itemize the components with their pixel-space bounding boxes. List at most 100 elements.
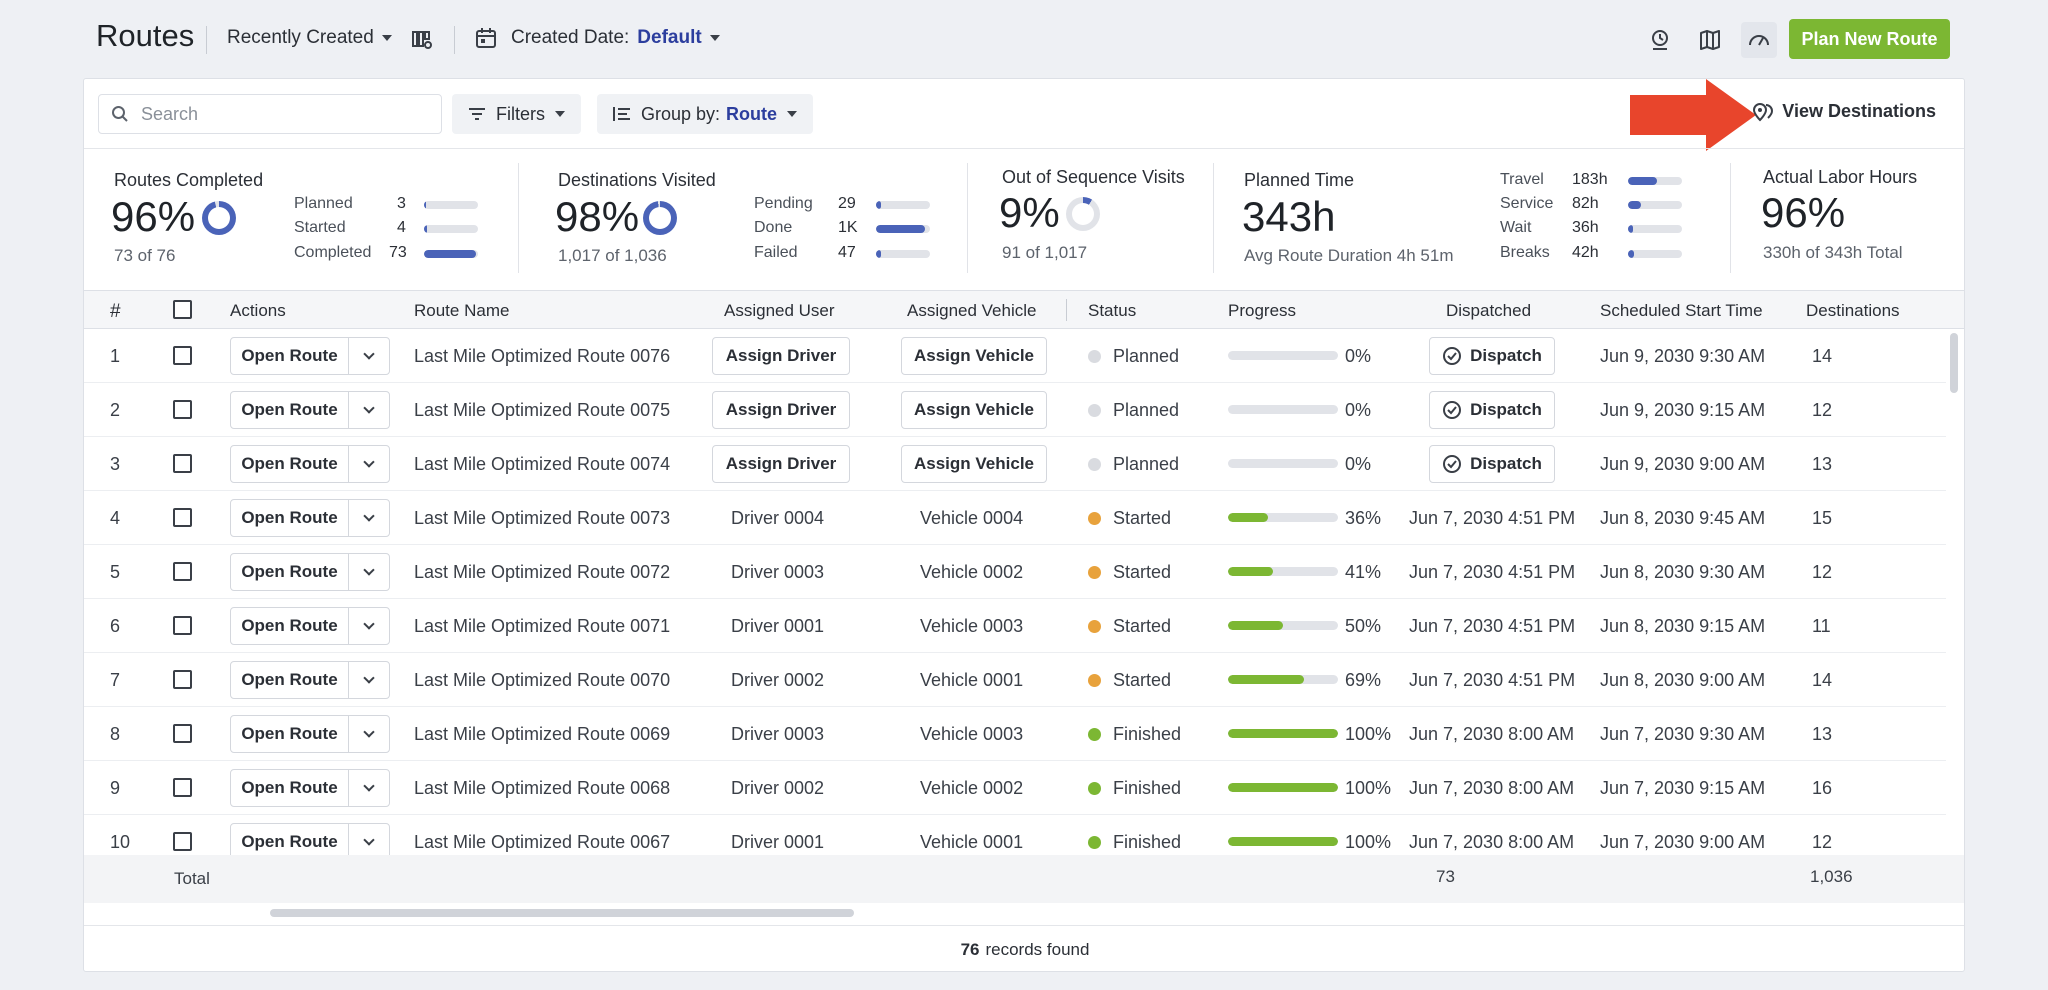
table-row[interactable]: 8 Open Route Last Mile Optimized Route 0… xyxy=(84,707,1946,761)
open-route-button[interactable]: Open Route xyxy=(231,500,349,536)
route-actions-dropdown[interactable] xyxy=(349,608,389,644)
search-input[interactable]: Search xyxy=(98,94,442,134)
route-actions-dropdown[interactable] xyxy=(349,338,389,374)
open-route-button[interactable]: Open Route xyxy=(231,554,349,590)
dispatch-button[interactable]: Dispatch xyxy=(1429,391,1555,429)
column-header-progress[interactable]: Progress xyxy=(1228,301,1297,320)
open-route-button[interactable]: Open Route xyxy=(231,662,349,698)
select-all-checkbox[interactable] xyxy=(173,300,192,319)
column-resize-handle[interactable] xyxy=(1066,299,1067,321)
table-row[interactable]: 7 Open Route Last Mile Optimized Route 0… xyxy=(84,653,1946,707)
open-route-button[interactable]: Open Route xyxy=(231,338,349,374)
route-actions-dropdown[interactable] xyxy=(349,446,389,482)
column-header-status[interactable]: Status xyxy=(1088,301,1137,320)
assign-vehicle-button[interactable]: Assign Vehicle xyxy=(901,337,1047,375)
route-name[interactable]: Last Mile Optimized Route 0075 xyxy=(414,400,671,420)
sort-dropdown[interactable]: Recently Created xyxy=(227,27,392,49)
vertical-scrollbar[interactable] xyxy=(1950,333,1958,393)
dispatched-time: Jun 7, 2030 8:00 AM xyxy=(1409,832,1575,852)
plan-new-route-button[interactable]: Plan New Route xyxy=(1789,19,1950,59)
column-settings-button[interactable] xyxy=(404,22,440,58)
open-route-button[interactable]: Open Route xyxy=(231,608,349,644)
column-header-scheduled-start[interactable]: Scheduled Start Time xyxy=(1600,301,1763,320)
progress-percent: 0% xyxy=(1345,454,1372,474)
assign-vehicle-button[interactable]: Assign Vehicle xyxy=(901,445,1047,483)
table-row[interactable]: 2 Open Route Last Mile Optimized Route 0… xyxy=(84,383,1946,437)
row-checkbox[interactable] xyxy=(173,454,192,473)
dispatch-button[interactable]: Dispatch xyxy=(1429,337,1555,375)
route-name[interactable]: Last Mile Optimized Route 0069 xyxy=(414,724,671,744)
open-route-button[interactable]: Open Route xyxy=(231,770,349,806)
date-filter-dropdown[interactable]: Created Date: Default xyxy=(475,27,720,49)
open-route-button[interactable]: Open Route xyxy=(231,824,349,860)
filters-button[interactable]: Filters xyxy=(452,94,581,134)
stat-out-of-sequence: Out of Sequence Visits 9% 91 of 1,017 xyxy=(999,149,1212,292)
total-dispatched: 73 xyxy=(1436,867,1455,886)
status-dot-icon xyxy=(1088,836,1101,849)
assign-vehicle-button[interactable]: Assign Vehicle xyxy=(901,391,1047,429)
table-row[interactable]: 5 Open Route Last Mile Optimized Route 0… xyxy=(84,545,1946,599)
stat-row-label: Service xyxy=(1500,195,1554,212)
table-row[interactable]: 3 Open Route Last Mile Optimized Route 0… xyxy=(84,437,1946,491)
route-actions-dropdown[interactable] xyxy=(349,500,389,536)
route-name[interactable]: Last Mile Optimized Route 0074 xyxy=(414,454,671,474)
map-view-button[interactable] xyxy=(1692,22,1728,58)
column-header-actions: Actions xyxy=(230,301,286,320)
route-actions-dropdown[interactable] xyxy=(349,662,389,698)
table-row[interactable]: 9 Open Route Last Mile Optimized Route 0… xyxy=(84,761,1946,815)
route-name[interactable]: Last Mile Optimized Route 0070 xyxy=(414,670,671,690)
stat-row-bar xyxy=(1628,201,1682,209)
chevron-down-icon xyxy=(363,672,375,684)
table-row[interactable]: 1 Open Route Last Mile Optimized Route 0… xyxy=(84,329,1946,383)
open-route-button-group: Open Route xyxy=(230,715,390,753)
row-checkbox[interactable] xyxy=(173,778,192,797)
view-destinations-button[interactable]: View Destinations xyxy=(1752,101,1936,122)
open-route-button[interactable]: Open Route xyxy=(231,446,349,482)
row-checkbox[interactable] xyxy=(173,724,192,743)
row-checkbox[interactable] xyxy=(173,400,192,419)
stat-row-bar xyxy=(1628,250,1682,258)
assigned-vehicle: Vehicle 0003 xyxy=(920,616,1024,636)
stat-row-bar xyxy=(876,201,930,209)
row-checkbox[interactable] xyxy=(173,562,192,581)
route-name[interactable]: Last Mile Optimized Route 0067 xyxy=(414,832,671,852)
column-header-number[interactable]: # xyxy=(110,301,121,322)
group-by-dropdown[interactable]: Group by: Route xyxy=(597,94,814,134)
row-checkbox[interactable] xyxy=(173,670,192,689)
location-history-button[interactable] xyxy=(1642,22,1678,58)
column-header-assigned-user[interactable]: Assigned User xyxy=(724,301,835,320)
route-name[interactable]: Last Mile Optimized Route 0076 xyxy=(414,346,671,366)
column-header-destinations[interactable]: Destinations xyxy=(1806,301,1900,320)
open-route-button[interactable]: Open Route xyxy=(231,392,349,428)
route-actions-dropdown[interactable] xyxy=(349,770,389,806)
route-actions-dropdown[interactable] xyxy=(349,716,389,752)
route-actions-dropdown[interactable] xyxy=(349,392,389,428)
row-checkbox[interactable] xyxy=(173,346,192,365)
horizontal-scrollbar[interactable] xyxy=(270,909,854,917)
assign-driver-button[interactable]: Assign Driver xyxy=(712,445,850,483)
route-name[interactable]: Last Mile Optimized Route 0068 xyxy=(414,778,671,798)
table-row[interactable]: 6 Open Route Last Mile Optimized Route 0… xyxy=(84,599,1946,653)
dispatch-label: Dispatch xyxy=(1470,346,1542,365)
row-checkbox[interactable] xyxy=(173,508,192,527)
column-header-route-name[interactable]: Route Name xyxy=(414,301,510,320)
caret-down-icon xyxy=(709,35,720,41)
chevron-down-icon xyxy=(363,510,375,522)
check-circle-icon xyxy=(1443,455,1462,473)
route-name[interactable]: Last Mile Optimized Route 0072 xyxy=(414,562,671,582)
donut-chart xyxy=(643,201,677,235)
row-checkbox[interactable] xyxy=(173,616,192,635)
column-header-assigned-vehicle[interactable]: Assigned Vehicle xyxy=(907,301,1037,320)
route-actions-dropdown[interactable] xyxy=(349,554,389,590)
assign-driver-button[interactable]: Assign Driver xyxy=(712,391,850,429)
route-name[interactable]: Last Mile Optimized Route 0073 xyxy=(414,508,671,528)
dispatch-button[interactable]: Dispatch xyxy=(1429,445,1555,483)
column-header-dispatched[interactable]: Dispatched xyxy=(1446,301,1532,320)
route-name[interactable]: Last Mile Optimized Route 0071 xyxy=(414,616,671,636)
row-checkbox[interactable] xyxy=(173,832,192,851)
table-row[interactable]: 4 Open Route Last Mile Optimized Route 0… xyxy=(84,491,1946,545)
dashboard-view-button[interactable] xyxy=(1741,22,1777,58)
assign-driver-button[interactable]: Assign Driver xyxy=(712,337,850,375)
row-number: 5 xyxy=(110,562,121,582)
open-route-button[interactable]: Open Route xyxy=(231,716,349,752)
